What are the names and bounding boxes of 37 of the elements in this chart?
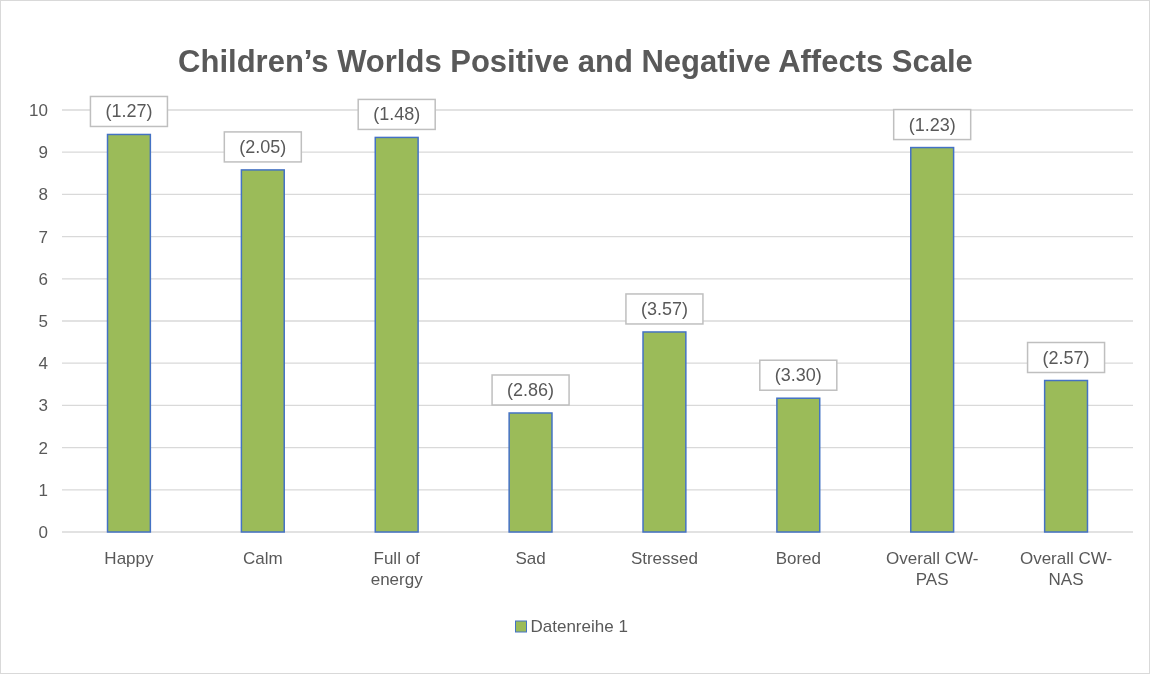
bar [240, 169, 285, 533]
legend-label: Datenreihe 1 [530, 617, 628, 636]
y-tick-label: 4 [38, 354, 48, 374]
bar [508, 412, 553, 533]
annotation: (1.23) [908, 114, 956, 135]
bar [106, 133, 152, 533]
y-tick-label: 9 [38, 143, 48, 163]
annotation: (1.27) [105, 101, 153, 122]
chart-title: Children’s Worlds Positive and Negative Affects Scale [178, 44, 973, 79]
x-tick-label: Calm [242, 549, 283, 568]
bar [374, 136, 419, 533]
y-tick-label: 1 [38, 480, 48, 500]
annotation: (3.30) [774, 365, 822, 386]
bar [1043, 379, 1089, 533]
annotation: (2.86) [507, 380, 555, 400]
y-tick-label: 7 [38, 227, 48, 247]
x-tick-label: Bored [775, 549, 821, 568]
annotation: (2.57) [1042, 347, 1090, 368]
x-tick-label: Overall CW-PAS [886, 549, 979, 589]
annotation: (1.48) [373, 104, 421, 125]
y-tick-label: 10 [29, 101, 48, 120]
x-tick-label: Happy [104, 549, 155, 568]
x-tick-label: Full of energy [370, 549, 424, 589]
y-tick-label: 5 [38, 312, 48, 331]
y-tick-label: 2 [38, 438, 48, 458]
y-tick-label: 6 [38, 269, 48, 289]
annotation: (3.57) [640, 298, 688, 319]
bar [776, 397, 821, 533]
bar [910, 146, 955, 533]
x-tick-label: Sad [515, 549, 546, 568]
bar [642, 331, 687, 533]
x-tick-label: Stressed [630, 549, 698, 568]
y-tick-label: 8 [38, 185, 48, 205]
annotation: (2.05) [239, 136, 287, 157]
y-tick-label: 0 [38, 523, 48, 542]
x-tick-label: Overall CW-NAS [1019, 549, 1113, 589]
y-tick-label: 3 [38, 396, 48, 416]
